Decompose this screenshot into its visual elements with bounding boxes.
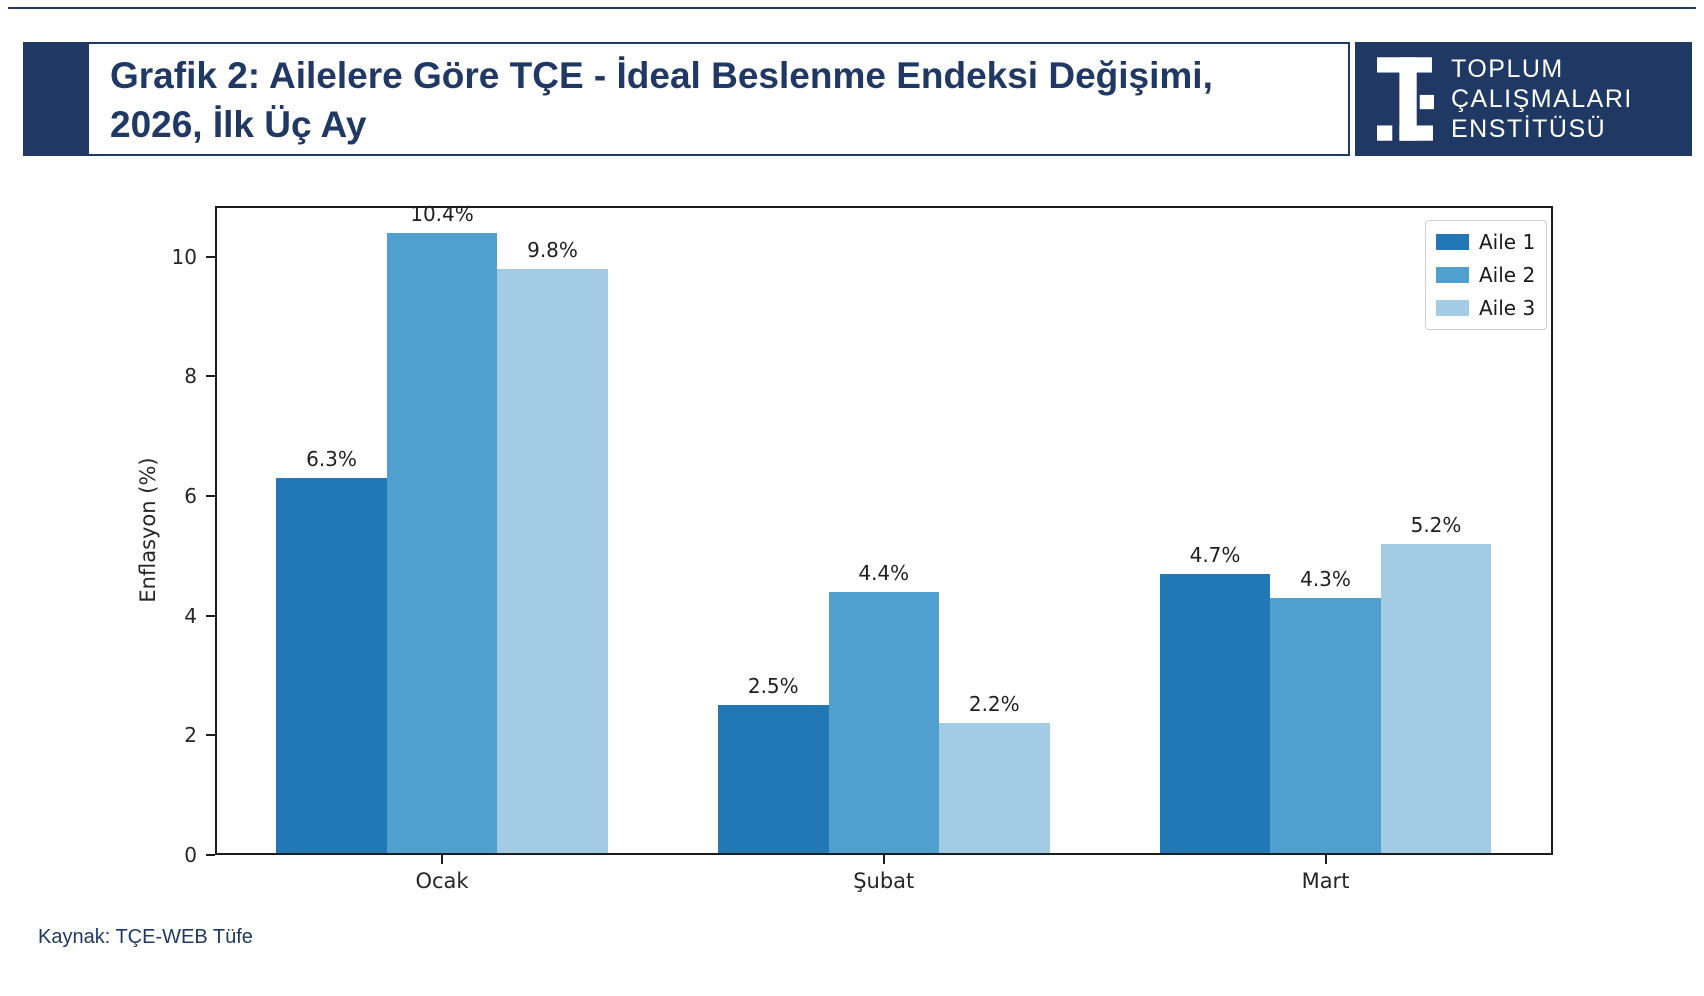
header-accent-block (23, 42, 87, 156)
x-tick-mark (882, 855, 885, 864)
y-tick-label: 2 (184, 723, 197, 748)
y-tick-mark (206, 854, 215, 856)
bar-aile-1-ocak (276, 478, 387, 855)
institute-name-line3: ENSTİTÜSÜ (1451, 115, 1607, 143)
y-tick-label: 4 (184, 603, 197, 628)
bar-aile-2-şubat (828, 591, 939, 855)
x-tick-label: Ocak (415, 869, 469, 893)
legend-label: Aile 2 (1479, 263, 1536, 287)
bar-value-label: 2.2% (968, 692, 1020, 717)
bar-value-label: 2.5% (747, 674, 799, 699)
legend-swatch (1436, 300, 1469, 316)
bar-aile-3-şubat (939, 723, 1050, 855)
x-tick-label: Mart (1301, 869, 1350, 893)
legend-swatch (1436, 234, 1469, 250)
y-tick-label: 10 (171, 244, 197, 269)
legend-item: Aile 2 (1436, 263, 1536, 287)
y-axis-title: Enflasyon (%) (136, 457, 160, 603)
header: Grafik 2: Ailelere Göre TÇE - İdeal Besl… (0, 42, 1704, 156)
y-tick-mark (206, 375, 215, 378)
x-tick-mark (441, 855, 443, 864)
y-tick-mark (206, 495, 215, 498)
bar-aile-3-ocak (497, 268, 608, 855)
legend-label: Aile 3 (1479, 296, 1536, 320)
title-box: Grafik 2: Ailelere Göre TÇE - İdeal Besl… (87, 42, 1350, 156)
bar-aile-3-mart (1380, 543, 1492, 855)
institute-logo-icon (1377, 57, 1434, 141)
legend: Aile 1 Aile 2 Aile 3 (1425, 220, 1547, 330)
x-tick-label: Şubat (853, 869, 915, 893)
bar-aile-2-mart (1270, 597, 1381, 855)
logo: TOPLUM ÇALIŞMALARI ENSTİTÜSÜ (1355, 42, 1692, 156)
legend-item: Aile 1 (1436, 230, 1536, 254)
legend-item: Aile 3 (1436, 296, 1536, 320)
bar-value-label: 4.7% (1189, 542, 1241, 567)
plot-area: Aile 1 Aile 2 Aile 3 0 2 4 6 8 10 Ocak Şubat Mart 6… (172, 202, 1553, 893)
institute-name-line1: TOPLUM (1451, 55, 1564, 83)
bar-value-label: 10.4% (410, 201, 474, 226)
bar-aile-1-mart (1159, 573, 1271, 855)
legend-label: Aile 1 (1479, 230, 1536, 254)
source-note: Kaynak: TÇE-WEB Tüfe (38, 926, 253, 948)
page-title-line1: Grafik 2: Ailelere Göre TÇE - İdeal Besl… (110, 55, 1213, 96)
bar-value-label: 9.8% (527, 237, 578, 262)
y-tick-mark (206, 255, 215, 258)
y-tick-label: 0 (184, 843, 197, 867)
y-tick-label: 6 (184, 484, 197, 509)
bar-value-label: 4.3% (1300, 566, 1351, 591)
page-title-line2: 2026, İlk Üç Ay (110, 104, 367, 145)
bar-aile-1-şubat (718, 705, 829, 855)
institute-name-line2: ÇALIŞMALARI (1451, 85, 1633, 113)
legend-swatch (1436, 267, 1469, 283)
y-tick-mark (206, 614, 215, 617)
bar-value-label: 4.4% (858, 560, 910, 585)
institute-name: TOPLUM ÇALIŞMALARI ENSTİTÜSÜ (1451, 54, 1633, 144)
bar-value-label: 5.2% (1410, 512, 1462, 537)
bar-value-label: 6.3% (306, 447, 357, 472)
x-tick-mark (1324, 855, 1327, 864)
y-tick-label: 8 (184, 364, 197, 389)
top-divider-line (8, 7, 1696, 9)
y-tick-mark (206, 734, 215, 737)
bar-aile-2-ocak (386, 232, 498, 855)
